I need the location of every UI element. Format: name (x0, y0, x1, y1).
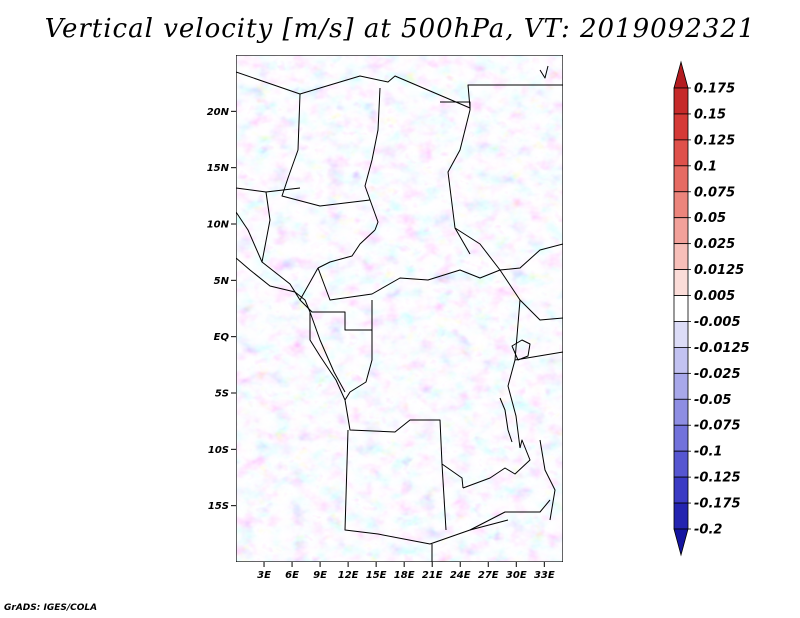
longitude-axis: 3E 6E 9E 12E 15E 18E 21E 24E 27E 30E 33E (257, 562, 555, 581)
border-angola-south (344, 429, 509, 545)
colorbar-label-6: 0.025 (694, 237, 735, 252)
border-car-south (317, 267, 501, 301)
colorbar-swatch-2 (673, 113, 689, 141)
border-uganda-kenya (519, 299, 563, 321)
border-drc-zambia (462, 439, 531, 489)
colorbar-label-11: -0.025 (694, 367, 741, 382)
lon-label-10: 33E (534, 570, 555, 581)
border-nigeria-cameroon (261, 191, 319, 301)
country-borders (236, 65, 563, 562)
border-libya-chad (236, 71, 563, 109)
colorbar-label-8: 0.005 (694, 289, 735, 304)
border-zambia-zimbabwe (469, 499, 551, 531)
lat-label-2: 10N (207, 220, 230, 231)
lon-label-9: 30E (506, 570, 527, 581)
colorbar-swatch-10 (673, 321, 689, 348)
lake-tanganyika (499, 397, 513, 443)
colorbar-swatch-15 (673, 450, 689, 478)
lon-label-8: 27E (478, 570, 499, 581)
lat-label-5: 5S (215, 389, 229, 400)
nile-delta (539, 65, 549, 79)
colorbar-swatch-17 (673, 502, 689, 530)
border-malawi (539, 439, 556, 521)
colorbar-label-2: 0.125 (694, 133, 735, 148)
lon-label-4: 15E (366, 570, 387, 581)
border-angola-zambia (441, 463, 447, 531)
latitude-axis: 20N 15N 10N 5N EQ 5S 10S 15S (207, 107, 236, 512)
lat-label-1: 15N (207, 163, 230, 174)
lon-label-7: 24E (450, 570, 471, 581)
colorbar-swatch-4 (673, 165, 689, 193)
lat-label-6: 10S (208, 445, 229, 456)
colorbar-swatch-12 (673, 372, 689, 400)
lat-label-4: EQ (214, 332, 230, 343)
colorbar-swatch-9 (673, 295, 689, 322)
colorbar-label-0: 0.175 (694, 82, 735, 97)
lat-label-0: 20N (207, 107, 230, 118)
border-chad-car (317, 229, 376, 269)
lat-label-7: 15S (208, 501, 229, 512)
colorbar-swatch-7 (673, 243, 689, 270)
grads-credit: GrADS: IGES/COLA (4, 603, 98, 613)
colorbar-swatch-13 (673, 398, 689, 426)
colorbar-label-1: 0.15 (694, 107, 726, 122)
colorbar-top-arrow (673, 60, 689, 89)
colorbar-label-12: -0.05 (694, 393, 731, 408)
lon-label-5: 18E (394, 570, 415, 581)
colorbar: 0.175 0.15 0.125 0.1 0.075 0.05 0.025 0.0125 0.0… (673, 60, 750, 557)
colorbar-swatch-5 (673, 191, 689, 219)
lon-label-1: 6E (285, 570, 299, 581)
colorbar-label-17: -0.2 (694, 523, 722, 538)
border-chad-sudan (364, 87, 381, 231)
colorbar-label-14: -0.1 (694, 445, 722, 460)
colorbar-swatch-11 (673, 347, 689, 374)
border-sudan-south (454, 227, 563, 271)
colorbar-swatch-6 (673, 217, 689, 245)
colorbar-label-7: 0.0125 (694, 263, 744, 278)
colorbar-label-13: -0.075 (694, 419, 741, 434)
colorbar-swatch-3 (673, 139, 689, 167)
colorbar-label-5: 0.05 (694, 211, 726, 226)
border-gabon-congo (309, 311, 346, 393)
colorbar-label-4: 0.075 (694, 185, 735, 200)
colorbar-bottom-arrow (673, 528, 689, 557)
colorbar-label-9: -0.005 (694, 315, 741, 330)
colorbar-label-16: -0.175 (694, 497, 741, 512)
colorbar-swatch-1 (673, 87, 689, 115)
border-west-africa (236, 211, 263, 263)
border-niger-chad (281, 93, 371, 207)
border-tanzania (514, 351, 563, 361)
coastline-gulf-guinea (236, 257, 346, 401)
colorbar-label-3: 0.1 (694, 159, 717, 174)
border-angola-drc (344, 399, 464, 489)
lat-label-3: 5N (214, 276, 230, 287)
colorbar-label-15: -0.125 (694, 471, 741, 486)
colorbar-label-10: -0.0125 (694, 341, 750, 356)
border-congo-drc (344, 300, 373, 401)
border-sudan-egypt (440, 101, 471, 110)
lon-label-0: 3E (257, 570, 271, 581)
colorbar-swatch-8 (673, 269, 689, 296)
border-nigeria-niger (236, 187, 301, 193)
chart-title: Vertical velocity [m/s] at 500hPa, VT: 2… (44, 14, 756, 44)
lon-label-2: 9E (313, 570, 327, 581)
colorbar-swatch-16 (673, 476, 689, 504)
border-drc-east (499, 269, 521, 449)
colorbar-swatch-14 (673, 424, 689, 452)
velocity-field (236, 55, 563, 562)
map-area (236, 55, 563, 562)
lon-label-3: 12E (338, 570, 359, 581)
border-sudan (447, 109, 471, 255)
lake-victoria (511, 339, 531, 361)
lon-label-6: 21E (422, 570, 443, 581)
